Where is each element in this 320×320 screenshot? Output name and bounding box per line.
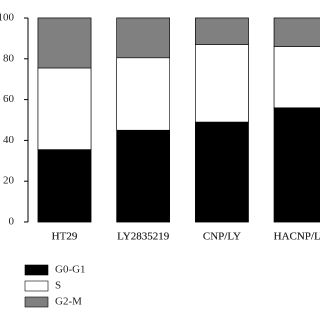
bar-segment xyxy=(116,57,170,131)
bar-segment xyxy=(37,67,92,150)
y-tick-label: 40 xyxy=(3,134,15,146)
x-tick-label: LY2835219 xyxy=(117,231,170,243)
bar-segment xyxy=(116,17,170,59)
legend-label: G2-M xyxy=(55,296,82,308)
y-tick-label: 100 xyxy=(0,12,15,24)
y-tick-label: 0 xyxy=(9,216,15,228)
y-tick-label: 80 xyxy=(3,52,15,64)
bar-segment xyxy=(116,129,170,223)
bar-segment xyxy=(195,121,249,223)
bar-segment xyxy=(195,44,249,123)
bar-segment xyxy=(195,17,249,45)
legend-swatch xyxy=(24,264,49,276)
x-tick-label: LY2835219 xyxy=(117,231,170,243)
bar-segment xyxy=(273,107,320,223)
x-tick-label: HT29 xyxy=(52,231,78,243)
x-tick-label: CNP/LY xyxy=(203,231,241,243)
y-tick-label: 20 xyxy=(3,175,15,187)
bar-segment xyxy=(37,17,92,69)
legend-label: G0-G1 xyxy=(55,264,86,276)
legend-swatch xyxy=(24,296,49,308)
bar-segment xyxy=(273,17,320,47)
x-tick-label: HACNP/LY xyxy=(274,231,320,243)
legend-swatch xyxy=(24,280,49,292)
legend-label: S xyxy=(55,280,61,292)
bar-segment xyxy=(273,46,320,109)
x-tick-label: HACNP/LY xyxy=(274,231,320,243)
y-tick-label: 60 xyxy=(3,93,15,105)
bar-segment xyxy=(37,149,92,223)
x-tick-label: HT29 xyxy=(52,231,78,243)
x-tick-label: CNP/LY xyxy=(203,231,241,243)
